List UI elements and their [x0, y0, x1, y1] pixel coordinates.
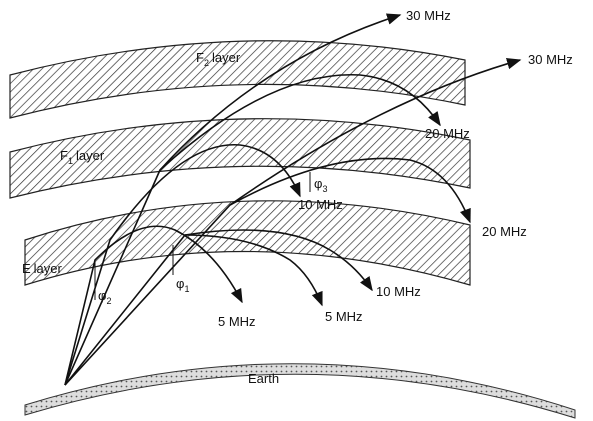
ray-label: 10 MHz [298, 197, 343, 212]
ray-label: 20 MHz [425, 126, 470, 141]
ray-label: 20 MHz [482, 224, 527, 239]
angle-label: φ1 [176, 276, 189, 294]
angle-label: φ3 [314, 176, 327, 194]
ray-label: 30 MHz [528, 52, 573, 67]
earth-label: Earth [248, 371, 279, 386]
earth-surface [25, 364, 575, 418]
ray-label: 5 MHz [325, 309, 363, 324]
diagram: F2layer F1layer Elayer Earth 30 MHz 30 M… [0, 0, 593, 421]
ray-label: 10 MHz [376, 284, 421, 299]
ray-label: 30 MHz [406, 8, 451, 23]
ray-label: 5 MHz [218, 314, 256, 329]
angle-label: φ2 [98, 288, 111, 306]
